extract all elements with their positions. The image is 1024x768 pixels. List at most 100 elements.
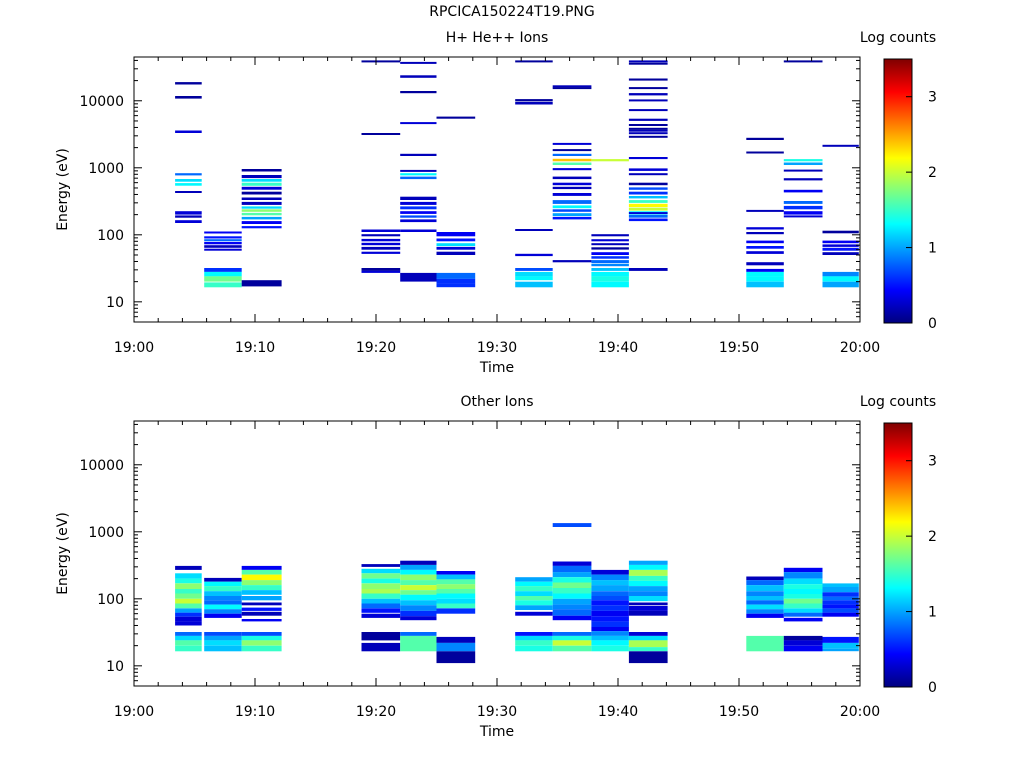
spectrogram-cell [822, 276, 859, 282]
spectrogram-cell [746, 585, 784, 592]
spectrogram-cell [204, 282, 242, 288]
spectrogram-cell [746, 271, 784, 277]
spectrogram-cell [436, 593, 476, 599]
spectrogram-cell [783, 603, 823, 609]
spectrogram-cell [204, 600, 242, 605]
colorbar-tick-label: 3 [928, 454, 937, 470]
spectrogram-cell [591, 621, 629, 627]
spectrogram-cell [628, 651, 668, 664]
spectrogram-cell [591, 271, 629, 277]
colorbar-tick-label: 2 [928, 529, 937, 545]
spectrogram-cell [628, 62, 668, 65]
spectrogram-cell [175, 191, 202, 193]
spectrogram-cell [204, 591, 242, 597]
spectrogram-cell [204, 231, 242, 234]
spectrogram-cell [361, 593, 401, 599]
panel-title: Other Ions [460, 394, 533, 410]
spectrogram-cell [783, 567, 823, 573]
spectrogram-cell [591, 645, 629, 652]
spectrogram-cell [175, 583, 202, 590]
y-tick-label: 1000 [88, 525, 124, 541]
spectrogram-cell [783, 594, 823, 599]
spectrogram-cell [515, 632, 553, 636]
x-tick-label: 19:40 [598, 704, 638, 720]
spectrogram-cell [628, 124, 668, 126]
spectrogram-cell [783, 612, 823, 617]
spectrogram-cell [515, 600, 553, 606]
spectrogram-cell [515, 276, 553, 281]
spectrogram-cell [515, 60, 553, 63]
spectrogram-cell [400, 153, 437, 156]
spectrogram-cell [746, 232, 784, 235]
spectrogram-cell [400, 173, 437, 176]
spectrogram-cell [241, 186, 282, 190]
spectrogram-cell [515, 640, 553, 646]
spectrogram-cell [361, 603, 401, 609]
spectrogram-cell [241, 212, 282, 216]
spectrogram-cell [400, 616, 437, 621]
spectrogram-cell [400, 600, 437, 606]
spectrogram-cell [361, 60, 401, 63]
spectrogram-cell [204, 239, 242, 242]
spectrogram-cell [552, 193, 592, 196]
spectrogram-cell [175, 603, 202, 609]
spectrogram-cell [241, 580, 282, 586]
spectrogram-cell [515, 645, 553, 652]
spectrogram-cell [204, 577, 242, 582]
y-tick-label: 100 [97, 228, 124, 244]
y-axis-label: Energy (eV) [55, 148, 71, 231]
spectrogram-cell [361, 613, 401, 618]
spectrogram-cell [241, 596, 282, 601]
spectrogram-cell [628, 173, 668, 176]
spectrogram-cell [400, 211, 437, 214]
spectrogram-cell [436, 116, 476, 119]
spectrogram-cell [628, 560, 668, 565]
spectrogram-cell [591, 585, 629, 592]
spectrogram-cell [241, 175, 282, 179]
spectrogram-cell [241, 574, 282, 581]
spectrogram-cell [822, 612, 859, 617]
spectrogram-cell [628, 182, 668, 186]
spectrogram-cell [552, 523, 592, 527]
colorbar-tick-label: 1 [928, 605, 937, 621]
spectrogram-cell [746, 209, 784, 212]
spectrogram-cell [783, 598, 823, 604]
spectrogram-cell [515, 596, 553, 601]
spectrogram-cell [552, 572, 592, 578]
spectrogram-cell [822, 642, 859, 649]
spectrogram-cell [746, 227, 784, 230]
spectrogram-cell [628, 214, 668, 218]
spectrogram-cell [400, 635, 437, 652]
spectrogram-cell [515, 281, 553, 288]
spectrogram-cell [400, 580, 437, 586]
spectrogram-cell [746, 281, 784, 288]
spectrogram-cell [436, 651, 476, 664]
spectrogram-cell [204, 271, 242, 277]
spectrogram-cell [822, 252, 859, 255]
spectrogram-cell [515, 581, 553, 587]
spectrogram-cell [204, 248, 242, 251]
spectrogram-cell [822, 604, 859, 609]
spectrogram-cell [175, 215, 202, 218]
spectrogram-cell [552, 588, 592, 594]
spectrogram-cell [783, 178, 823, 181]
spectrogram-cell [628, 565, 668, 570]
spectrogram-cell [400, 594, 437, 601]
x-tick-label: 20:00 [840, 340, 880, 356]
x-tick-label: 19:30 [477, 704, 517, 720]
spectrogram-cell [175, 616, 202, 622]
spectrogram-cell [552, 162, 592, 165]
spectrogram-cell [361, 238, 401, 242]
spectrogram-cell [204, 635, 242, 641]
spectrogram-cell [591, 605, 629, 611]
spectrogram-cell [746, 151, 784, 154]
spectrogram-cell [628, 78, 668, 81]
spectrogram-cell [241, 645, 282, 652]
spectrogram-cell [552, 593, 592, 599]
spectrogram-cell [591, 268, 629, 271]
spectrogram-cell [628, 187, 668, 190]
x-tick-label: 19:20 [356, 340, 396, 356]
spectrogram-cell [241, 179, 282, 182]
spectrogram-cell [746, 246, 784, 249]
